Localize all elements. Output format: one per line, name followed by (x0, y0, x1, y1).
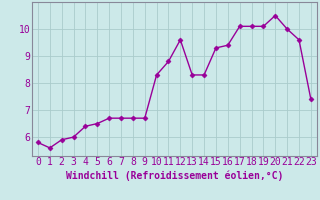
X-axis label: Windchill (Refroidissement éolien,°C): Windchill (Refroidissement éolien,°C) (66, 170, 283, 181)
